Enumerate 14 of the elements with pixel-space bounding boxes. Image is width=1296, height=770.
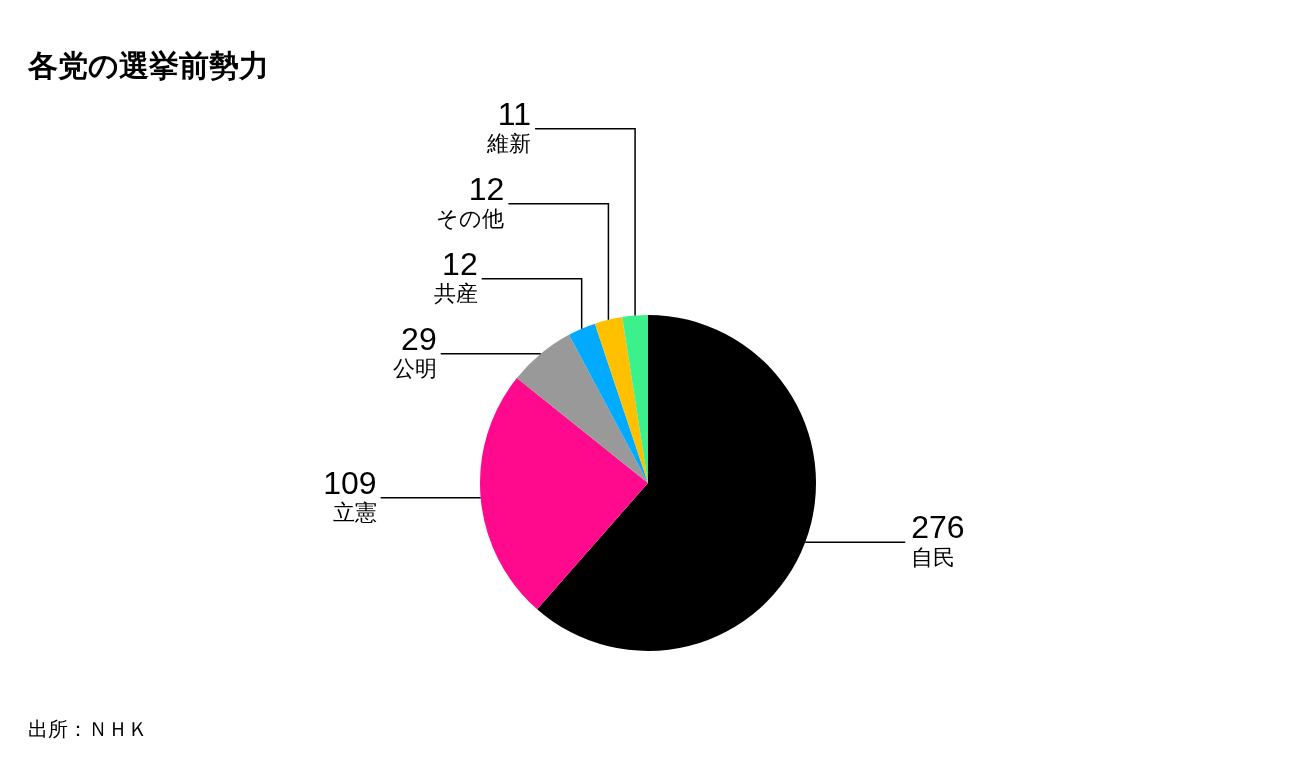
data-label: 11 — [497, 95, 532, 132]
slice-label: 維新 — [486, 131, 532, 157]
data-label: 276 — [911, 509, 965, 546]
data-label: 29 — [401, 320, 437, 357]
slice-label: 立憲 — [332, 500, 377, 526]
slice-label: 自民 — [911, 544, 956, 570]
data-label: 12 — [442, 245, 478, 282]
data-label: 12 — [468, 170, 505, 207]
slice-label: 共産 — [433, 281, 478, 307]
slice-label: 公明 — [392, 356, 437, 382]
data-label: 109 — [323, 464, 377, 501]
chart-title: 各党の選挙前勢力 — [28, 47, 269, 85]
slice-label: その他 — [436, 206, 505, 232]
text: 出所：ＮＨＫ — [28, 716, 148, 743]
